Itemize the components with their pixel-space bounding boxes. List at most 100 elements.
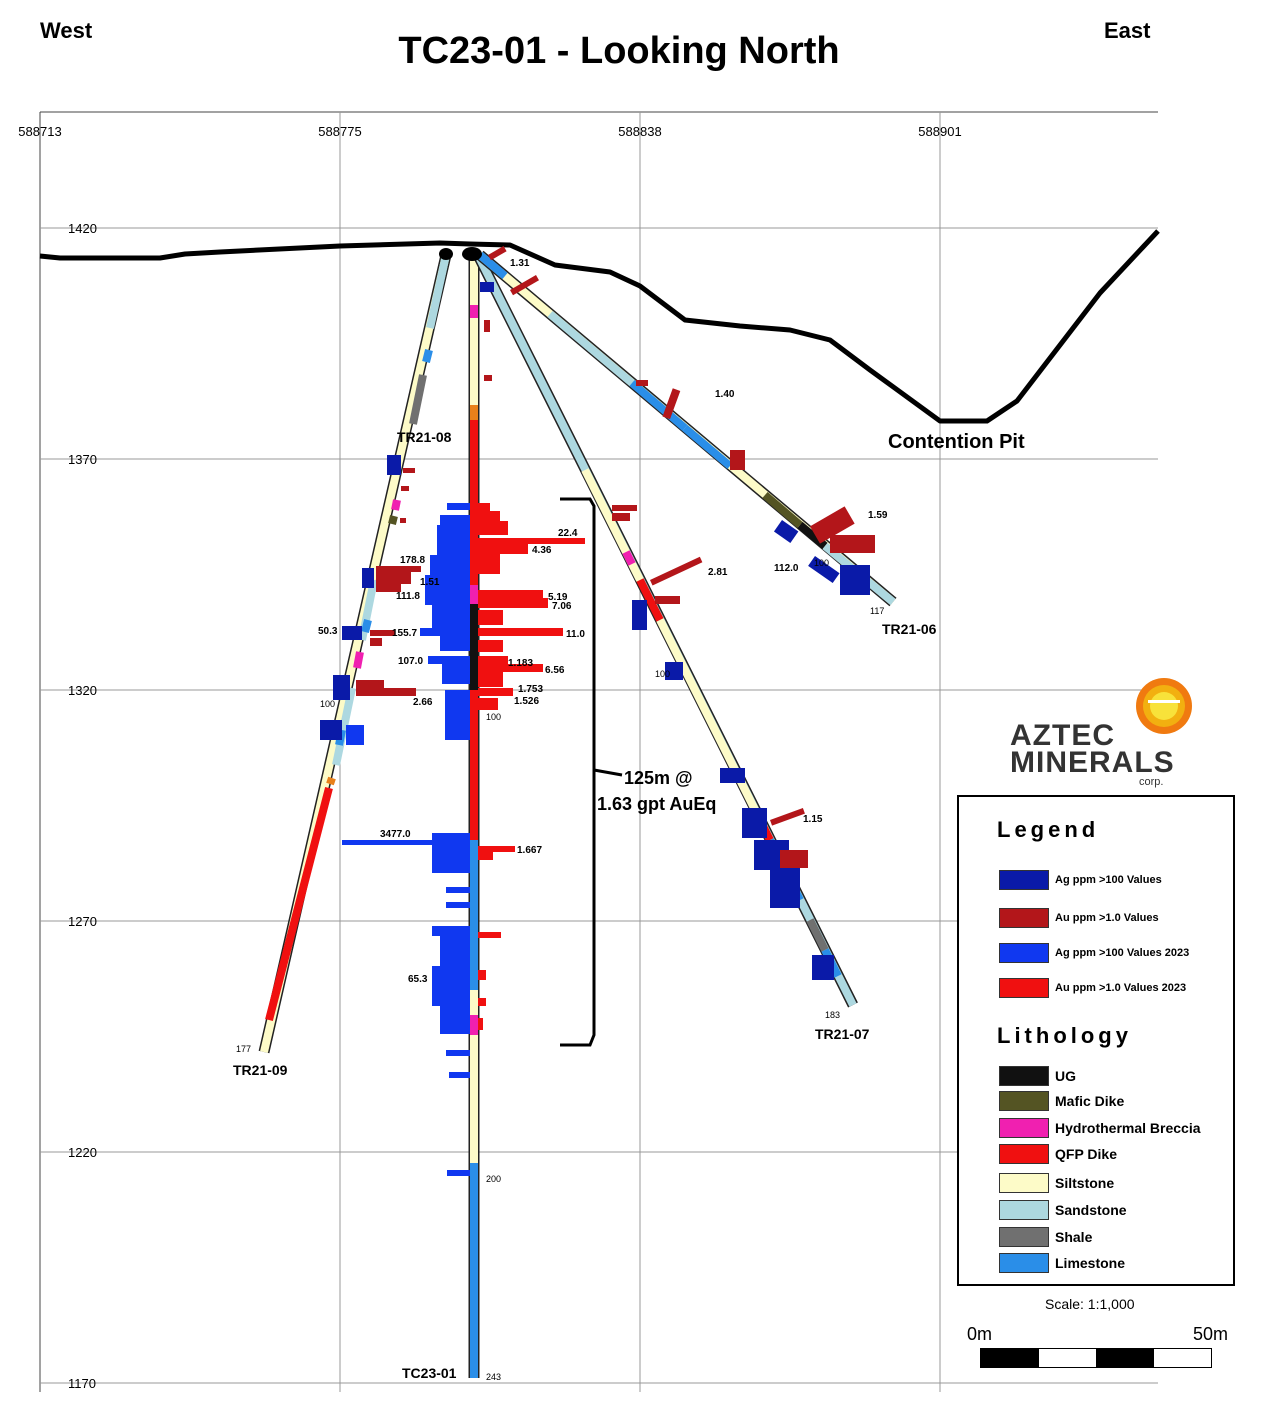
ag-bar	[447, 1170, 470, 1176]
ag-bar	[320, 720, 342, 740]
lithology-title: Lithology	[997, 1023, 1132, 1048]
ag-bar	[742, 808, 767, 838]
legend-label: UG	[1055, 1068, 1076, 1084]
legend-item-ag-2023: Ag ppm >100 Values 2023	[999, 942, 1189, 964]
logo-text: AZTEC MINERALS	[1010, 721, 1175, 778]
pit-label: Contention Pit	[888, 431, 1025, 453]
lithology-item: Mafic Dike	[999, 1090, 1124, 1112]
ag-bar	[808, 556, 840, 584]
depth-label: 117	[870, 606, 884, 616]
au-bar	[655, 596, 680, 604]
value-label: 3477.0	[380, 829, 411, 840]
ag-bar	[449, 1072, 470, 1078]
legend-label: Au ppm >1.0 Values 2023	[1055, 982, 1187, 994]
tc23-au-bars	[478, 503, 585, 1030]
topography-line	[39, 229, 1160, 424]
hole-label-tr21-09: TR21-09	[233, 1062, 288, 1078]
intercept-label-1: 125m @	[624, 768, 693, 788]
scale-segment	[1096, 1349, 1154, 1367]
page-title: TC23-01 - Looking North	[398, 30, 840, 72]
grid	[39, 111, 1158, 1392]
ag-bar	[447, 503, 470, 510]
au-bar	[376, 584, 401, 592]
intercept-bracket	[560, 497, 623, 1047]
mafic-segment	[388, 515, 398, 525]
legend-swatch	[999, 1253, 1049, 1273]
value-label: 50.3	[318, 626, 338, 637]
au-bar	[400, 518, 406, 523]
legend-swatch	[999, 1227, 1049, 1247]
ag-bar	[440, 1006, 470, 1034]
value-label: 178.8	[400, 555, 425, 566]
legend-item-au-2023: Au ppm >1.0 Values 2023	[999, 977, 1186, 999]
value-label: 1.526	[514, 696, 539, 707]
au-bar	[810, 506, 855, 544]
tr21-06-bars	[509, 275, 875, 595]
breccia-segment	[622, 550, 636, 566]
ag-bar	[333, 675, 350, 700]
au-bar	[478, 970, 486, 980]
ag-bar	[420, 628, 470, 636]
scale-end: 50m	[1193, 1324, 1229, 1344]
au-bar	[370, 630, 395, 636]
legend-swatch	[999, 1066, 1049, 1086]
au-bar	[478, 1018, 483, 1030]
depth-label: 177	[236, 1044, 251, 1054]
y-tick-1170: 1170	[68, 1376, 96, 1391]
au-bar	[376, 566, 421, 572]
au-bar	[612, 505, 637, 511]
au-bar	[478, 503, 490, 511]
x-tick-1: 588713	[18, 124, 61, 139]
lithology-item: UG	[999, 1065, 1076, 1087]
ag-bar	[770, 868, 800, 908]
ag-bar	[480, 282, 494, 292]
value-label: 2.81	[708, 567, 728, 578]
y-tick-1370: 1370	[68, 452, 97, 467]
legend-label: Ag ppm >100 Values	[1055, 874, 1162, 886]
limestone-segment	[361, 619, 372, 633]
ag-bar	[446, 887, 470, 893]
value-label: 1.753	[518, 684, 543, 695]
au-bar	[370, 638, 382, 646]
au-bar	[356, 688, 416, 696]
au-bar	[403, 468, 415, 473]
limestone-segment	[629, 379, 688, 432]
au-bar	[478, 672, 503, 687]
sandstone-segment	[547, 310, 635, 387]
y-tick-1420: 1420	[68, 221, 97, 236]
collar-tc23-01	[462, 247, 482, 261]
au-bar	[478, 932, 501, 938]
x-tick-3: 588838	[618, 124, 661, 139]
au-bar	[769, 808, 805, 826]
legend-swatch	[999, 943, 1049, 963]
qfp-segment	[265, 786, 333, 1022]
value-label: 155.7	[392, 628, 417, 639]
au-bar	[478, 656, 508, 664]
au-bar	[478, 521, 508, 535]
au-bar	[612, 513, 630, 521]
scale-bar	[980, 1348, 1212, 1368]
depth-label: 100	[320, 699, 335, 709]
legend-label: Hydrothermal Breccia	[1055, 1120, 1201, 1136]
legend-swatch	[999, 870, 1049, 890]
lithology-item: Siltstone	[999, 1172, 1114, 1194]
au-bar	[636, 380, 648, 386]
ag-bar	[720, 768, 745, 783]
ag-bar	[445, 690, 470, 740]
au-bar	[376, 572, 411, 584]
lithology-item: Sandstone	[999, 1199, 1127, 1221]
au-bar	[509, 275, 539, 296]
tr21-07-bars	[480, 245, 834, 980]
value-label: 7.06	[552, 601, 572, 612]
au-bar	[478, 998, 486, 1006]
legend-swatch	[999, 978, 1049, 998]
company-logo-icon	[1136, 678, 1192, 734]
ag-bar	[425, 575, 470, 605]
depth-label: 200	[486, 1174, 501, 1184]
value-label: 1.51	[420, 577, 440, 588]
qfp-segment	[636, 578, 664, 622]
east-label: East	[1104, 18, 1151, 43]
ag-bar	[432, 833, 470, 873]
tc23-ag-bars	[342, 503, 470, 1176]
